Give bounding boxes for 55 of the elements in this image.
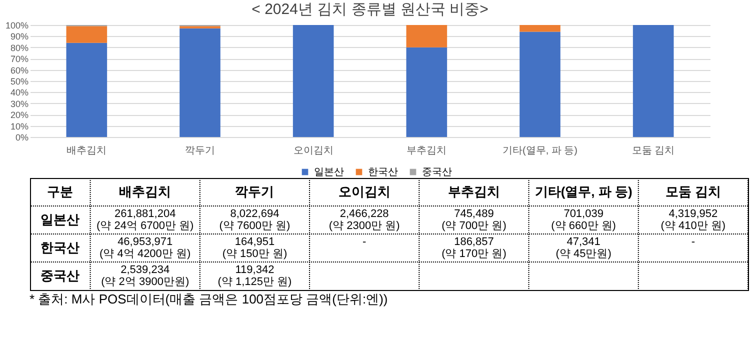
bar xyxy=(292,25,334,137)
text: 구분 xyxy=(47,184,74,199)
text: 164,951 (약 150만 원) xyxy=(222,236,288,260)
legend-label: 한국산 xyxy=(368,167,398,178)
text: 2,539,234 (약 2억 3900만원) xyxy=(101,264,190,288)
text: 701,039 (약 660만 원) xyxy=(551,208,616,232)
bar xyxy=(406,47,448,137)
text: - xyxy=(691,236,696,248)
bar xyxy=(406,25,448,48)
y-tick-label: 30% xyxy=(10,98,28,109)
bar xyxy=(520,25,560,32)
text: 8,022,694 (약 7600만 원) xyxy=(219,208,290,232)
text: 일본산 xyxy=(40,212,80,227)
text: 4,319,952 (약 410만 원) xyxy=(660,208,726,232)
chart-title: < 2024년 김치 종류별 원산국 비중> xyxy=(252,1,489,18)
text: 47,341 (약 45만원) xyxy=(556,236,612,260)
x-tick-label: 기타(열무, 파 등) xyxy=(502,146,578,156)
text: 186,857 (약 170만 원) xyxy=(442,236,506,260)
category-label: 모둠 김치 xyxy=(665,184,722,199)
category-label: 배추김치 xyxy=(119,184,172,199)
text: 한국산 xyxy=(40,240,80,255)
legend-label: 일본산 xyxy=(314,167,344,178)
text: 46,953,971 (약 4억 4200만 원) xyxy=(100,236,191,260)
text: 119,342 (약 1,125만 원) xyxy=(218,264,292,288)
y-tick-label: 100% xyxy=(5,20,28,30)
bar xyxy=(66,42,108,137)
category-label: 오이김치 xyxy=(338,184,390,199)
y-tick-label: 0% xyxy=(15,132,28,142)
y-tick-label: 10% xyxy=(10,121,28,132)
y-tick-label: 90% xyxy=(10,32,28,42)
y-tick-label: 80% xyxy=(10,42,28,53)
text: - xyxy=(362,236,366,248)
text: 2,466,228 (약 2300만 원) xyxy=(328,208,400,232)
category-label: 기타(열무, 파 등) xyxy=(534,184,632,199)
text: * 출처: M사 POS데이터(매출 금액은 100점포당 금액(단위:엔)) xyxy=(30,292,388,306)
bar xyxy=(66,26,108,43)
x-tick-label: 배추김치 xyxy=(66,146,107,156)
y-tick-label: 20% xyxy=(10,110,28,120)
bar xyxy=(632,25,674,137)
y-tick-label: 60% xyxy=(10,65,28,76)
text: 중국산 xyxy=(40,268,80,283)
bar xyxy=(520,32,560,137)
text: 745,489 (약 700만 원) xyxy=(442,208,506,232)
x-tick-label: 모둠 김치 xyxy=(632,146,675,156)
x-tick-label: 깍두기 xyxy=(185,146,215,156)
category-label: 깍두기 xyxy=(235,184,274,199)
bar xyxy=(180,28,220,137)
y-tick-label: 50% xyxy=(10,76,28,86)
y-tick-label: 40% xyxy=(10,88,28,98)
x-tick-label: 부추김치 xyxy=(406,146,447,156)
text: 261,881,204 (약 24억 6700만 원) xyxy=(96,208,194,232)
y-tick-label: 70% xyxy=(10,54,28,64)
category-label: 부추김치 xyxy=(448,184,500,199)
x-tick-label: 오이김치 xyxy=(293,146,334,156)
legend-label: 중국산 xyxy=(422,167,452,178)
